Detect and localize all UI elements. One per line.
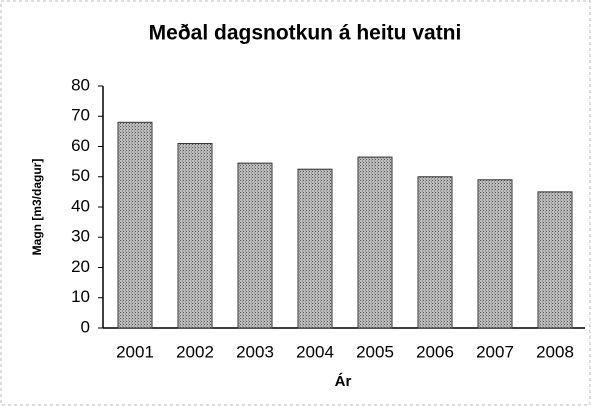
y-tick-label: 10 [71, 287, 90, 306]
y-tick-label: 30 [71, 227, 90, 246]
y-tick-label: 80 [71, 75, 90, 94]
x-tick-label: 2007 [476, 342, 514, 361]
x-axis-label: Ár [335, 373, 352, 390]
x-tick-label: 2005 [356, 342, 394, 361]
y-tick-label: 0 [81, 317, 90, 336]
bar [537, 191, 573, 329]
x-tick-label: 2003 [236, 342, 274, 361]
bar [297, 168, 333, 329]
y-tick-label: 20 [71, 257, 90, 276]
bar [117, 121, 153, 329]
bar [357, 156, 393, 329]
y-axis-label: Magn [m3/dagur] [30, 159, 44, 256]
bar [417, 176, 453, 329]
x-tick-label: 2004 [296, 342, 334, 361]
bar [237, 162, 273, 329]
bar [177, 142, 213, 329]
x-tick-label: 2001 [116, 342, 154, 361]
y-tick-label: 40 [71, 196, 90, 215]
y-tick-label: 60 [71, 136, 90, 155]
x-tick-label: 2006 [416, 342, 454, 361]
chart-title: Meðal dagsnotkun á heitu vatni [149, 22, 462, 45]
y-tick-label: 70 [71, 106, 90, 125]
y-tick-label: 50 [71, 166, 90, 185]
x-tick-label: 2008 [536, 342, 574, 361]
bar [477, 179, 513, 329]
x-tick-label: 2002 [176, 342, 214, 361]
